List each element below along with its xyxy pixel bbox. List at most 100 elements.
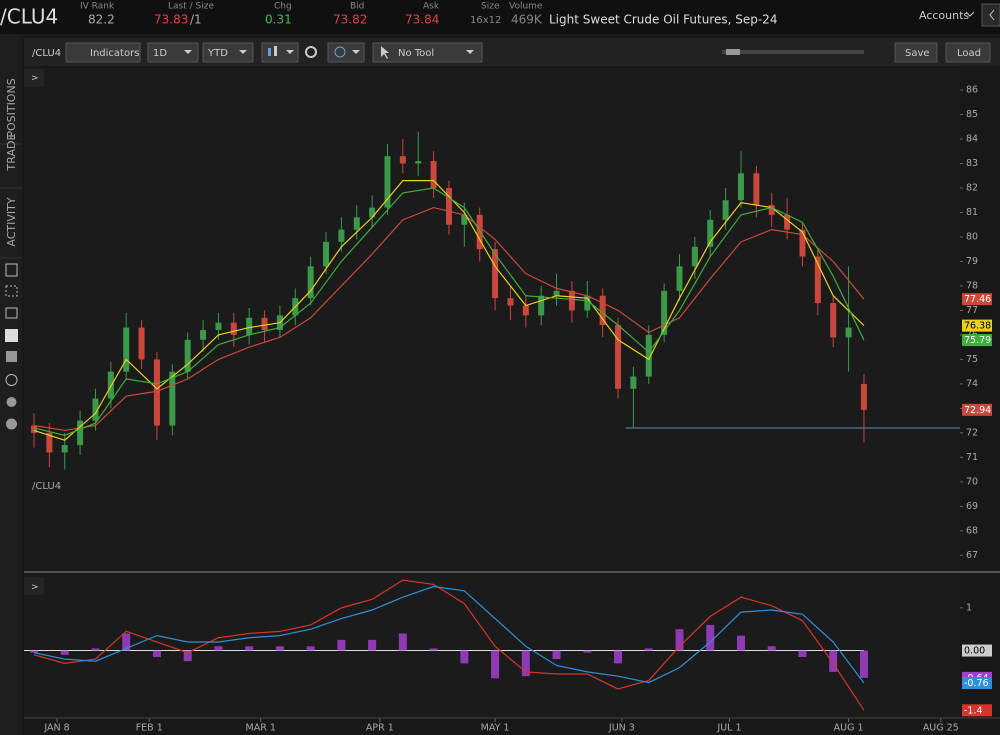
value-box [962,334,992,347]
value-label: 76.38 [964,321,991,332]
tool-dropdown[interactable] [372,42,483,63]
y-tick-label: 82 [966,182,978,193]
histogram-bar [245,646,254,651]
candle-body [860,383,867,410]
sidebar-tab[interactable]: POSITIONS [5,78,18,137]
icon[interactable] [5,307,18,319]
candle-body [415,161,422,164]
panel-expand: > [31,583,39,593]
histogram-bar [429,648,438,651]
value-label: -0.76 [964,678,989,689]
histogram-bar [275,646,284,651]
candle-body [261,317,268,331]
load-button[interactable] [945,42,991,63]
expand-button[interactable] [24,577,44,595]
macd-line [33,585,865,684]
save-button[interactable] [894,42,938,63]
histogram-bar [60,650,69,655]
candle-body [200,330,207,340]
y-tick-label: 71 [966,452,978,463]
zoom-slider[interactable] [722,50,864,54]
sidebar-tab[interactable]: ACTIVITY [5,197,18,246]
value-box [962,403,992,416]
value: 82.2 [88,13,115,27]
icon[interactable] [5,374,18,386]
dropdown-arrows [184,50,474,54]
y-tick-label: 68 [966,525,978,536]
histogram-bar [552,650,561,660]
value-box [962,704,992,717]
chart-symbol: /CLU4 [32,481,61,492]
y-tick-label: 86 [966,85,978,96]
x-tick-label: APR 1 [366,723,394,734]
candle-body [568,290,575,311]
y-tick-label: 80 [966,231,978,242]
toolbar-symbol: /CLU4 [32,48,61,59]
y-tick-label: 1 [966,602,972,613]
crosshair-button[interactable] [327,42,365,63]
value: /1 [190,13,202,27]
icon[interactable] [6,418,17,430]
y-tick-label: 78 [966,280,978,291]
histogram-bar [214,646,223,651]
value: 73.82 [333,13,367,27]
value-label: 77.46 [964,294,991,305]
dropdown-label: 1D [153,48,167,59]
aggregation-dropdown[interactable] [147,42,199,63]
candle-body [737,173,744,201]
value: 469K [511,13,543,27]
icon[interactable] [5,263,18,277]
candle-body [507,298,514,306]
y-tick-label: 75 [966,354,978,365]
y-tick-label: 67 [966,550,978,561]
candle-body [722,200,729,220]
indicators-button[interactable] [65,42,141,63]
header-bar [0,0,1000,34]
histogram-bar [859,650,868,678]
histogram-bar [460,650,469,664]
icon[interactable] [5,329,18,342]
icon[interactable] [6,351,17,362]
settings-button[interactable] [305,46,317,58]
x-tick-label: JUL 1 [716,723,741,734]
zoom-handle[interactable] [726,49,740,55]
candle-body [830,303,837,338]
candle-body [369,207,376,218]
value: 0.31 [265,13,292,27]
macd-line [33,579,865,711]
candle-body [30,425,37,433]
x-tick-label: AUG 25 [923,723,959,734]
icon[interactable] [5,285,18,297]
candle-body [476,214,483,250]
candle-body [584,295,591,311]
candle-body [661,290,668,335]
chart-type-button[interactable] [261,42,299,63]
candle-body [691,246,698,267]
label: Volume [509,2,543,12]
histogram-bar [368,639,377,651]
histogram-bar [675,629,684,651]
button-label: Indicators [90,48,139,59]
candle-body [338,229,345,242]
icon[interactable] [6,397,17,407]
candle-body [246,317,253,335]
histogram-bar [644,648,653,651]
histogram-bar [706,624,715,651]
candle-body [799,229,806,257]
sidebar-tab[interactable]: TRADE [5,134,18,172]
expand-button[interactable] [24,69,44,87]
collapse-button[interactable] [981,3,1000,27]
candle-body [707,219,714,247]
value-box [962,293,992,306]
y-tick-label: 83 [966,158,978,169]
range-dropdown[interactable] [202,42,254,63]
panel-expand: > [31,74,39,84]
histogram-bar [736,635,745,651]
accounts-menu[interactable]: Accounts [919,9,969,22]
candle-body [46,432,53,453]
candle-body [169,371,176,426]
icon [381,46,389,59]
candle-body [553,290,560,296]
candle-body [77,420,84,446]
candle-body [645,334,652,377]
